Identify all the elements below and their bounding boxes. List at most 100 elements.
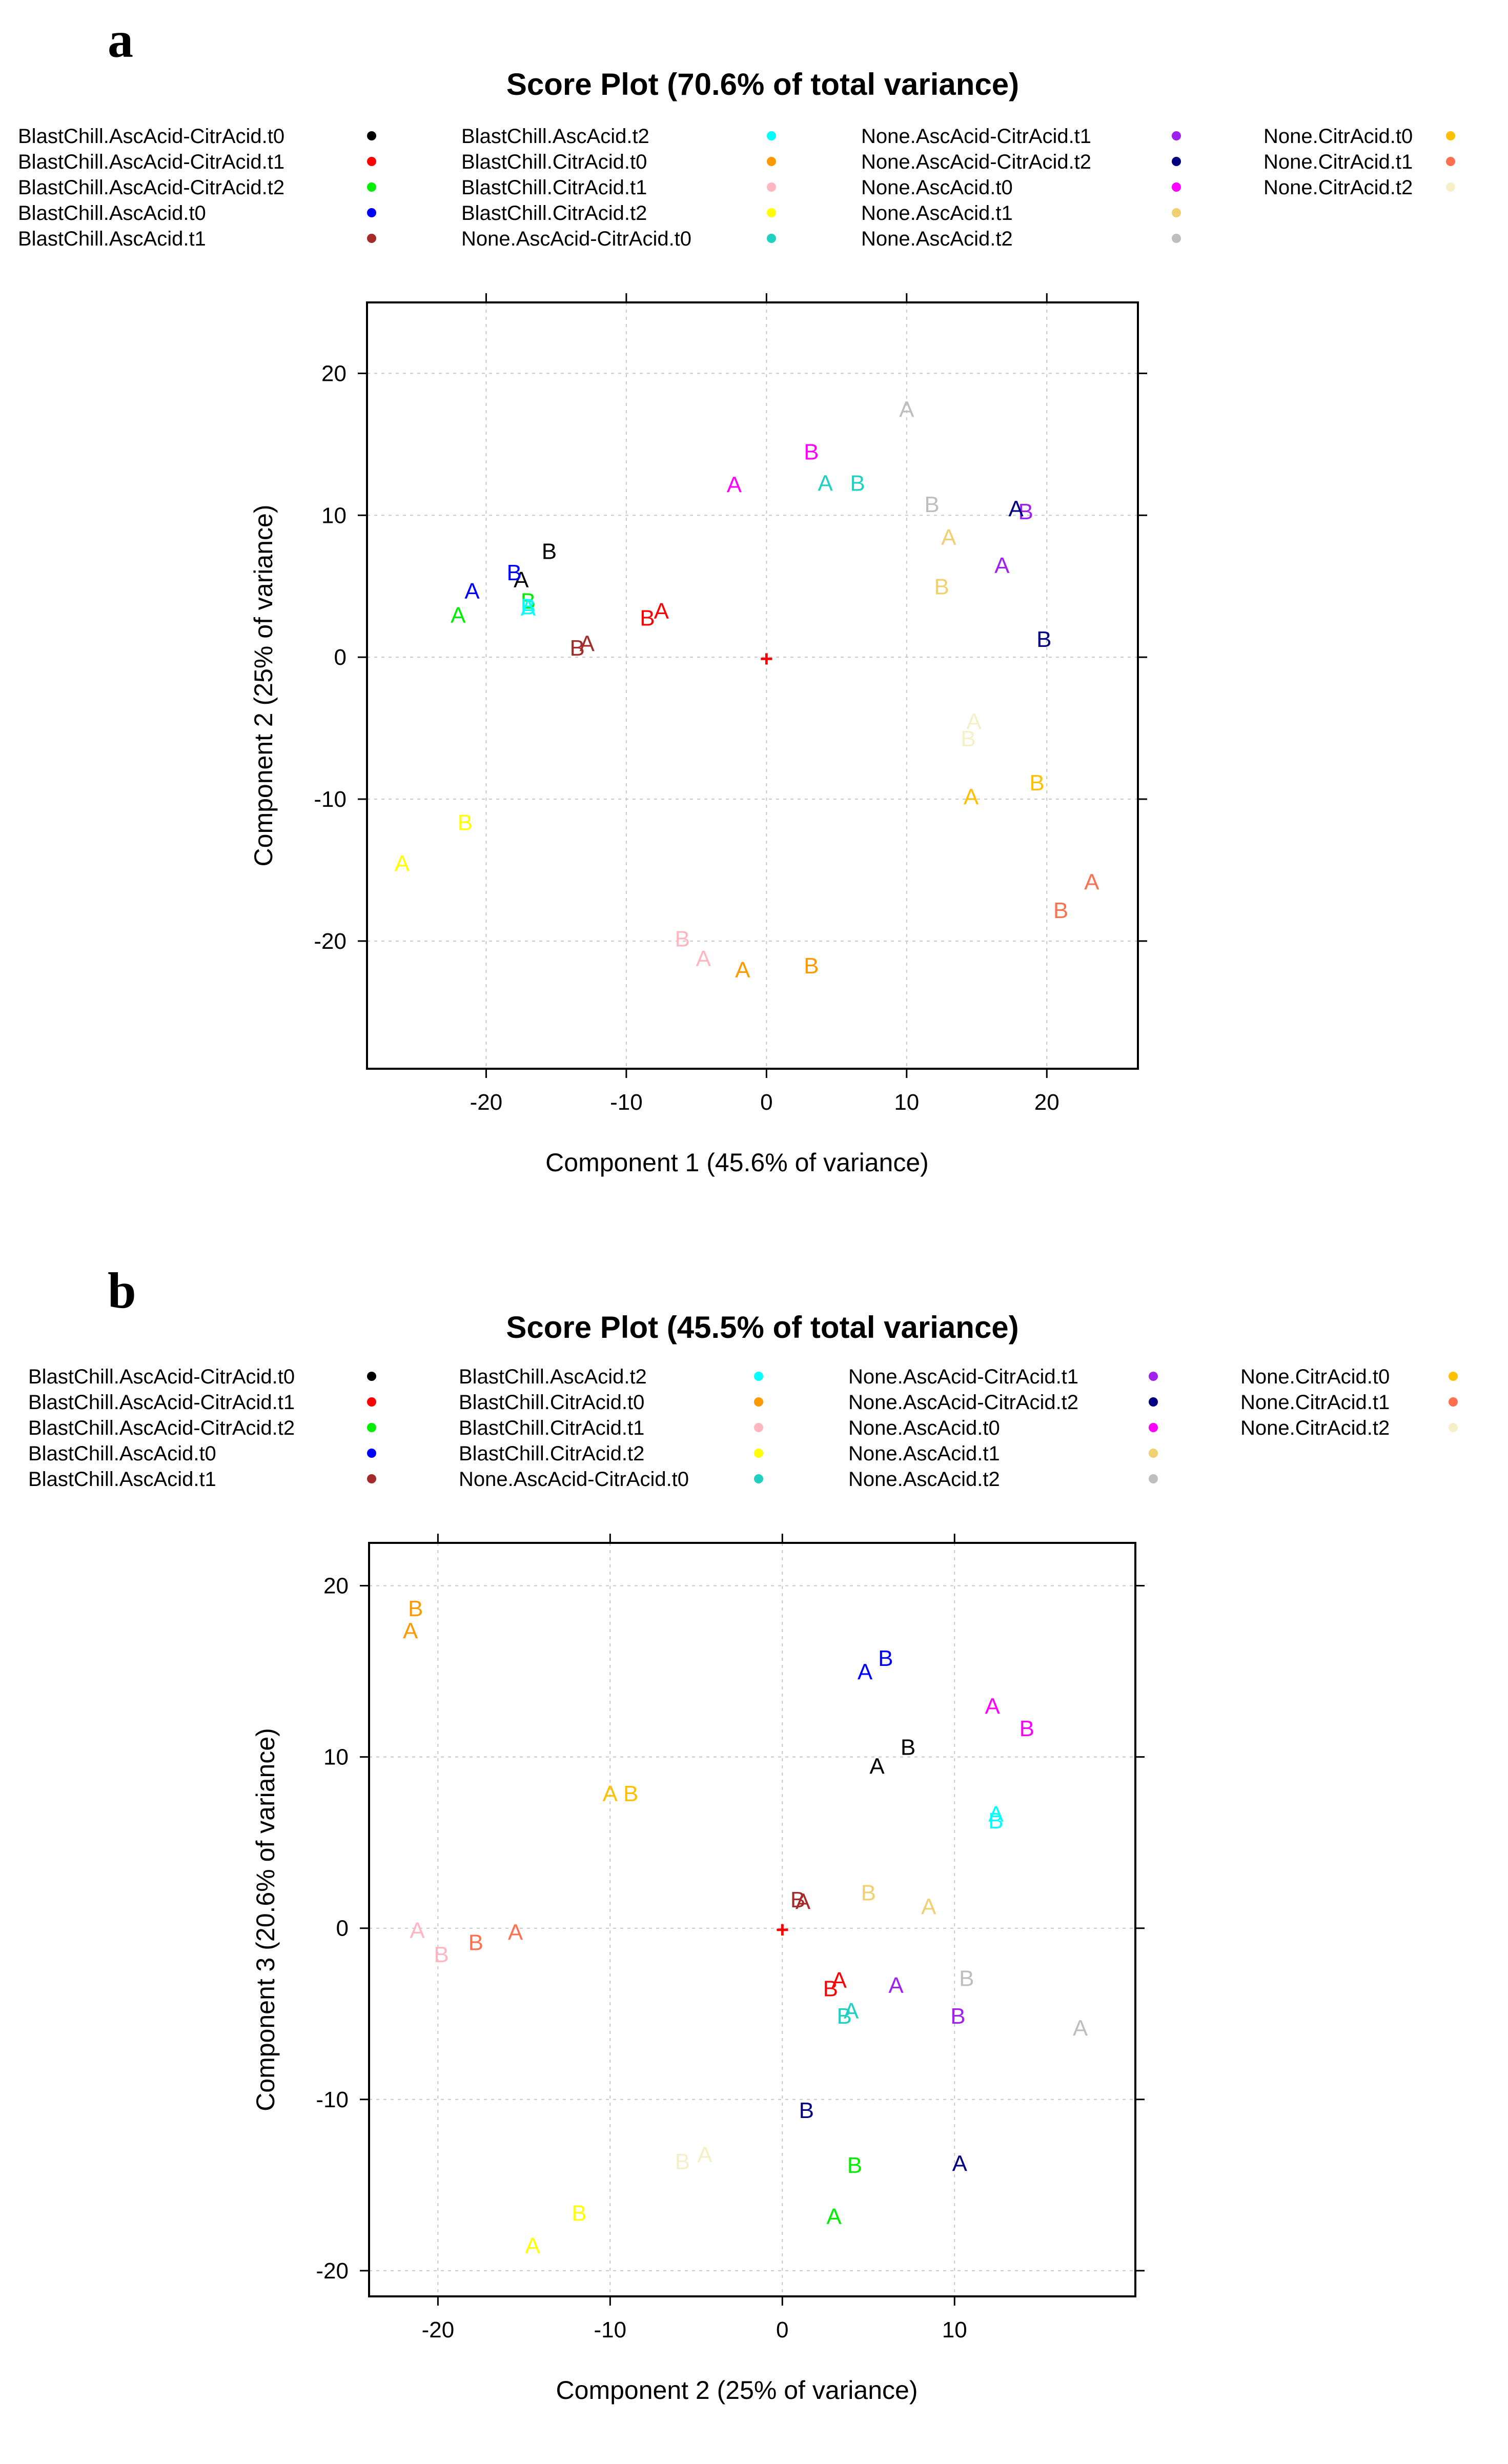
- x-tick-label: 0: [760, 1090, 772, 1115]
- data-point: A: [525, 2233, 540, 2258]
- data-point: B: [961, 726, 975, 751]
- y-tick-label: -20: [316, 2258, 349, 2284]
- x-tick-label: 0: [776, 2317, 788, 2343]
- legend-marker: [367, 182, 376, 192]
- legend-entry-label: None.CitrAcid.t0: [1264, 125, 1413, 148]
- legend-entry-label: BlastChill.AscAcid-CitrAcid.t1: [28, 1391, 295, 1414]
- data-point: B: [521, 594, 536, 619]
- data-point: A: [464, 579, 480, 604]
- x-axis-label: Component 2 (25% of variance): [556, 2376, 918, 2405]
- data-point: A: [796, 1889, 811, 1914]
- data-point: A: [410, 1918, 425, 1943]
- legend-entry-label: BlastChill.AscAcid.t2: [461, 125, 649, 148]
- legend-marker: [367, 1449, 376, 1458]
- panel-a-letter: a: [108, 11, 133, 68]
- legend-marker: [1172, 208, 1181, 217]
- data-point: A: [521, 596, 536, 621]
- data-point: A: [1008, 496, 1024, 521]
- legend-marker: [754, 1449, 763, 1458]
- legend-entry-label: BlastChill.AscAcid.t1: [18, 228, 206, 250]
- data-point: A: [514, 567, 529, 593]
- plot-frame: [366, 301, 1139, 1070]
- legend-entry-label: BlastChill.AscAcid-CitrAcid.t2: [28, 1417, 295, 1439]
- x-tick-label: 10: [894, 1090, 919, 1115]
- legend-marker: [1446, 182, 1455, 192]
- legend-marker: [1446, 157, 1455, 166]
- legend-marker: [754, 1474, 763, 1483]
- data-point: B: [675, 926, 690, 951]
- data-point: A: [858, 1660, 873, 1685]
- legend-entry-label: None.AscAcid.t2: [861, 228, 1013, 250]
- origin-marker: +: [776, 1918, 789, 1943]
- data-point: B: [924, 492, 939, 517]
- y-tick-label: 10: [321, 503, 347, 528]
- score-plot-b: Score Plot (45.5% of total variance) Blas…: [28, 1310, 1458, 2405]
- legend-marker: [1149, 1474, 1158, 1483]
- chart-title: Score Plot (45.5% of total variance): [506, 1310, 1018, 1345]
- data-point: A: [826, 2204, 842, 2229]
- legend-marker: [767, 208, 776, 217]
- data-point: B: [837, 2004, 852, 2029]
- legend-marker: [1149, 1449, 1158, 1458]
- x-tick-label: 10: [942, 2317, 967, 2343]
- data-point: A: [952, 2151, 968, 2176]
- legend-marker: [767, 182, 776, 192]
- origin-marker: +: [760, 646, 773, 671]
- data-point: B: [950, 2004, 965, 2029]
- data-point: B: [572, 2201, 586, 2226]
- x-tick-label: -20: [470, 1090, 503, 1115]
- data-point: B: [799, 2098, 814, 2123]
- data-point: A: [697, 2143, 712, 2168]
- data-point: A: [603, 1781, 618, 1806]
- legend-marker: [754, 1423, 763, 1432]
- legend-marker: [754, 1397, 763, 1407]
- data-point: A: [966, 709, 982, 735]
- legend-entry-label: BlastChill.AscAcid-CitrAcid.t1: [18, 151, 284, 173]
- y-tick-label: 10: [323, 1745, 349, 1770]
- data-point: A: [985, 1694, 1000, 1719]
- y-tick-label: 20: [321, 361, 347, 386]
- data-point: B: [1020, 1716, 1034, 1741]
- x-axis-label: Component 1 (45.6% of variance): [545, 1148, 929, 1177]
- data-point: B: [542, 539, 557, 564]
- data-point: B: [458, 810, 473, 835]
- legend-marker: [367, 208, 376, 217]
- y-tick-label: -20: [314, 929, 347, 954]
- data-point: B: [878, 1646, 893, 1671]
- data-point: B: [506, 560, 521, 585]
- legend-marker: [1149, 1397, 1158, 1407]
- x-tick-label: -20: [422, 2317, 455, 2343]
- legend-marker: [1449, 1372, 1458, 1381]
- y-axis-label: Component 2 (25% of variance): [249, 505, 278, 867]
- data-point: A: [654, 599, 669, 624]
- legend-marker: [367, 157, 376, 166]
- data-point: B: [1036, 627, 1051, 652]
- legend-entry-label: None.CitrAcid.t1: [1264, 151, 1413, 173]
- data-point: B: [988, 1808, 1003, 1834]
- legend-entry-label: BlastChill.CitrAcid.t0: [459, 1391, 644, 1414]
- legend-marker: [367, 1423, 376, 1432]
- legend-entry-label: None.AscAcid-CitrAcid.t2: [848, 1391, 1078, 1414]
- legend-marker: [1446, 131, 1455, 140]
- legend-marker: [767, 157, 776, 166]
- data-point: B: [804, 953, 819, 979]
- legend-entry-label: BlastChill.AscAcid-CitrAcid.t0: [18, 125, 284, 148]
- data-point: A: [403, 1618, 418, 1643]
- y-tick-label: 20: [323, 1574, 349, 1599]
- legend-entry-label: None.AscAcid-CitrAcid.t1: [861, 125, 1091, 148]
- legend-entry-label: None.AscAcid.t2: [848, 1468, 1000, 1491]
- legend-marker: [767, 234, 776, 243]
- legend-entry-label: BlastChill.AscAcid-CitrAcid.t0: [28, 1366, 295, 1388]
- legend-entry-label: BlastChill.AscAcid.t1: [28, 1468, 216, 1491]
- data-point: A: [1084, 870, 1099, 895]
- legend-entry-label: BlastChill.AscAcid-CitrAcid.t2: [18, 176, 284, 199]
- data-point: B: [823, 1977, 838, 2002]
- data-point: A: [994, 553, 1010, 578]
- data-point: B: [959, 1966, 974, 1991]
- data-point: B: [847, 2153, 862, 2178]
- data-point: B: [434, 1942, 449, 1967]
- legend-entry-label: None.CitrAcid.t0: [1240, 1366, 1390, 1388]
- data-point: A: [727, 472, 742, 497]
- score-plot-a: Score Plot (70.6% of total variance) Blas…: [18, 67, 1455, 1177]
- legend-marker: [1149, 1423, 1158, 1432]
